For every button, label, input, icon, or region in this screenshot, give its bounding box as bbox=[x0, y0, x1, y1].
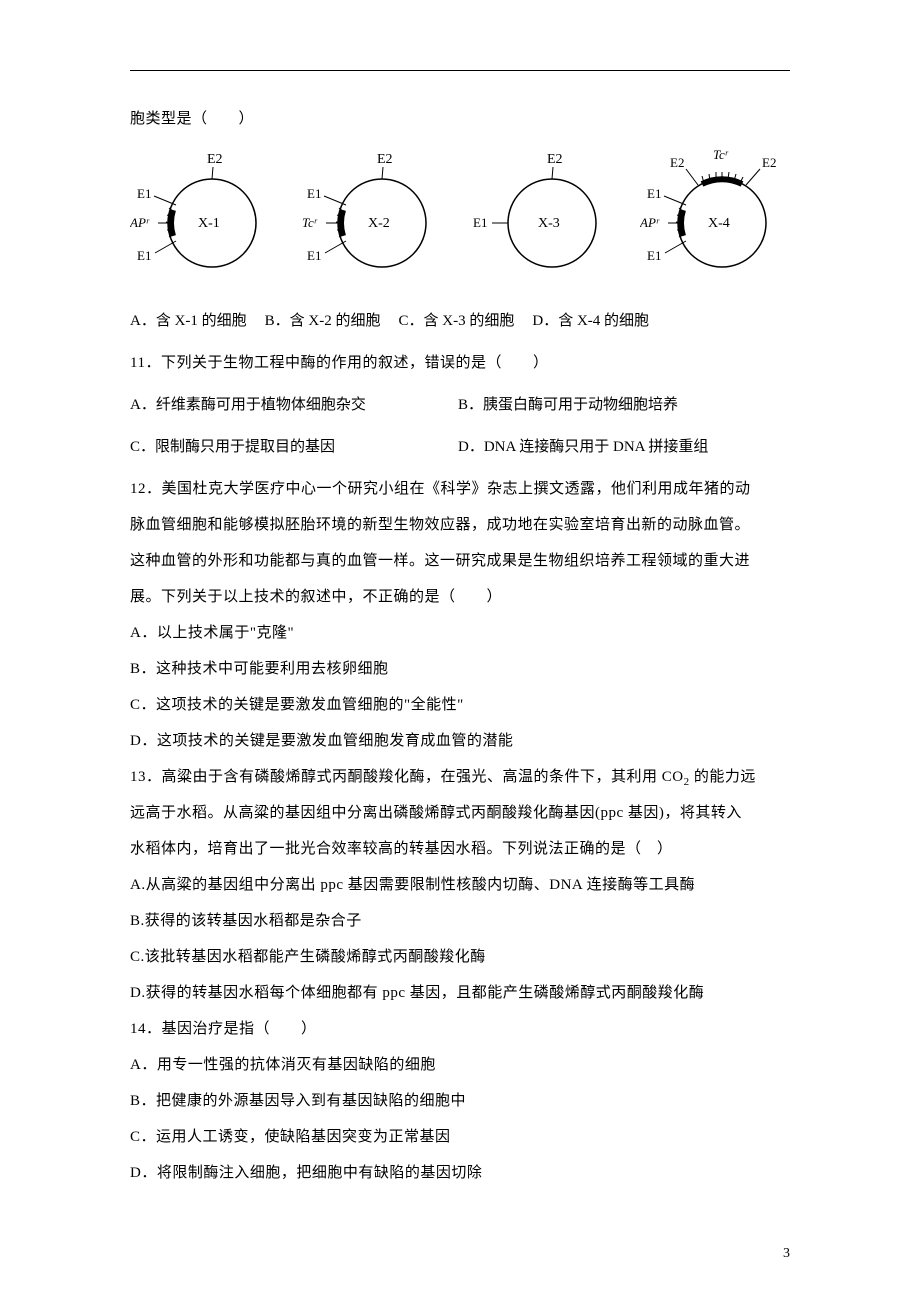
diagram-x1: E2 E1 APʳ E1 X-1 bbox=[130, 145, 280, 285]
q13-l1-post: 的能力远 bbox=[690, 769, 756, 785]
q10-option-a: A．含 X-1 的细胞 bbox=[130, 303, 247, 339]
svg-text:E1: E1 bbox=[647, 248, 661, 263]
q13-option-b: B.获得的该转基因水稻都是杂合子 bbox=[130, 903, 790, 939]
diagram-x3: E2 E1 X-3 bbox=[470, 145, 620, 285]
page-container: 胞类型是（ ） E2 E1 APʳ E1 X-1 bbox=[0, 0, 920, 1251]
q11-option-c: C．限制酶只用于提取目的基因 bbox=[130, 429, 440, 465]
q10-partial-stem: 胞类型是（ ） bbox=[130, 101, 790, 137]
svg-text:E2: E2 bbox=[377, 152, 393, 167]
svg-text:X-1: X-1 bbox=[198, 216, 220, 231]
q11-option-b: B．胰蛋白酶可用于动物细胞培养 bbox=[458, 387, 678, 423]
q14-option-b: B．把健康的外源基因导入到有基因缺陷的细胞中 bbox=[130, 1083, 790, 1119]
q13-l2: 远高于水稻。从高粱的基因组中分离出磷酸烯醇式丙酮酸羧化酶基因(ppc 基因)，将… bbox=[130, 795, 790, 831]
q10-option-c: C．含 X-3 的细胞 bbox=[399, 303, 515, 339]
q12-option-a: A．以上技术属于"克隆" bbox=[130, 615, 790, 651]
svg-text:E2: E2 bbox=[547, 152, 563, 167]
q13-l1-pre: 13．高粱由于含有磷酸烯醇式丙酮酸羧化酶，在强光、高温的条件下，其利用 CO bbox=[130, 769, 684, 785]
q12-l2: 脉血管细胞和能够模拟胚胎环境的新型生物效应器，成功地在实验室培育出新的动脉血管。 bbox=[130, 507, 790, 543]
q12-l3: 这种血管的外形和功能都与真的血管一样。这一研究成果是生物组织培养工程领域的重大进 bbox=[130, 543, 790, 579]
svg-text:X-2: X-2 bbox=[368, 216, 390, 231]
q13-l3: 水稻体内，培育出了一批光合效率较高的转基因水稻。下列说法正确的是（ ） bbox=[130, 831, 790, 867]
q14-option-a: A．用专一性强的抗体消灭有基因缺陷的细胞 bbox=[130, 1047, 790, 1083]
svg-text:E1: E1 bbox=[647, 186, 661, 201]
q12-l1: 12．美国杜克大学医疗中心一个研究小组在《科学》杂志上撰文透露，他们利用成年猪的… bbox=[130, 471, 790, 507]
q12-option-d: D．这项技术的关键是要激发血管细胞发育成血管的潜能 bbox=[130, 723, 790, 759]
diagram-row: E2 E1 APʳ E1 X-1 E2 E1 Tcʳ bbox=[130, 137, 790, 297]
q10-option-d: D．含 X-4 的细胞 bbox=[532, 303, 649, 339]
q12-l4: 展。下列关于以上技术的叙述中，不正确的是（ ） bbox=[130, 579, 790, 615]
svg-text:E1: E1 bbox=[307, 248, 321, 263]
svg-text:Tcʳ: Tcʳ bbox=[302, 215, 318, 230]
q10-option-b: B．含 X-2 的细胞 bbox=[265, 303, 381, 339]
svg-text:E1: E1 bbox=[137, 248, 151, 263]
q11-stem: 11．下列关于生物工程中酶的作用的叙述，错误的是（ ） bbox=[130, 345, 790, 381]
svg-text:X-4: X-4 bbox=[708, 216, 730, 231]
q11-row2: C．限制酶只用于提取目的基因 D．DNA 连接酶只用于 DNA 拼接重组 bbox=[130, 429, 790, 465]
q12-option-b: B．这种技术中可能要利用去核卵细胞 bbox=[130, 651, 790, 687]
svg-text:E2: E2 bbox=[670, 155, 684, 170]
q12-option-c: C．这项技术的关键是要激发血管细胞的"全能性" bbox=[130, 687, 790, 723]
q13-option-c: C.该批转基因水稻都能产生磷酸烯醇式丙酮酸羧化酶 bbox=[130, 939, 790, 975]
q11-option-a: A．纤维素酶可用于植物体细胞杂交 bbox=[130, 387, 440, 423]
q14-stem: 14．基因治疗是指（ ） bbox=[130, 1011, 790, 1047]
svg-text:Tcʳ: Tcʳ bbox=[713, 147, 729, 162]
q13-option-a: A.从高粱的基因组中分离出 ppc 基因需要限制性核酸内切酶、DNA 连接酶等工… bbox=[130, 867, 790, 903]
svg-text:E1: E1 bbox=[137, 186, 151, 201]
q11-row1: A．纤维素酶可用于植物体细胞杂交 B．胰蛋白酶可用于动物细胞培养 bbox=[130, 387, 790, 423]
q14-option-c: C．运用人工诱变，使缺陷基因突变为正常基因 bbox=[130, 1119, 790, 1155]
q11-option-d: D．DNA 连接酶只用于 DNA 拼接重组 bbox=[458, 429, 708, 465]
diagram-x2: E2 E1 Tcʳ E1 X-2 bbox=[300, 145, 450, 285]
q13-l1: 13．高粱由于含有磷酸烯醇式丙酮酸羧化酶，在强光、高温的条件下，其利用 CO2 … bbox=[130, 759, 790, 795]
page-number: 3 bbox=[783, 1246, 790, 1262]
q13-option-d: D.获得的转基因水稻每个体细胞都有 ppc 基因，且都能产生磷酸烯醇式丙酮酸羧化… bbox=[130, 975, 790, 1011]
svg-text:E1: E1 bbox=[307, 186, 321, 201]
header-rule bbox=[130, 70, 790, 71]
diagram-x4: E2 Tcʳ E2 E1 APʳ E1 X-4 bbox=[640, 145, 790, 285]
svg-text:E1: E1 bbox=[473, 215, 487, 230]
svg-text:E2: E2 bbox=[762, 155, 776, 170]
svg-text:X-3: X-3 bbox=[538, 216, 560, 231]
svg-text:APʳ: APʳ bbox=[640, 215, 660, 230]
q10-options: A．含 X-1 的细胞 B．含 X-2 的细胞 C．含 X-3 的细胞 D．含 … bbox=[130, 303, 790, 339]
svg-text:E2: E2 bbox=[207, 152, 223, 167]
svg-text:APʳ: APʳ bbox=[130, 215, 150, 230]
q14-option-d: D．将限制酶注入细胞，把细胞中有缺陷的基因切除 bbox=[130, 1155, 790, 1191]
